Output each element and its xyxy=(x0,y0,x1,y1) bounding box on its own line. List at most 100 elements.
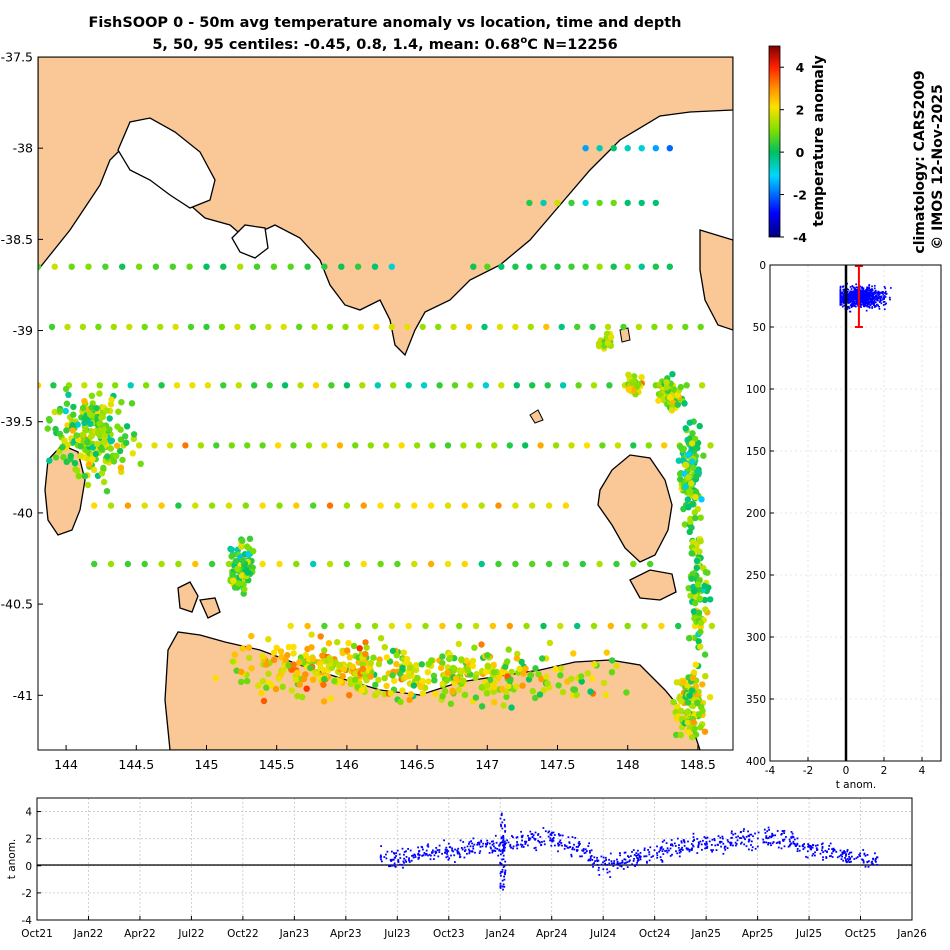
depth-point xyxy=(855,283,857,286)
map-point xyxy=(238,572,245,579)
ts-point xyxy=(670,843,673,846)
ts-point xyxy=(732,844,734,847)
depth-point xyxy=(856,289,859,292)
ts-point xyxy=(549,833,552,835)
map-point xyxy=(688,550,695,557)
depth-point xyxy=(868,293,871,296)
map-point xyxy=(456,622,463,630)
map-point xyxy=(516,665,523,672)
map-point xyxy=(467,382,474,389)
map-point xyxy=(652,145,659,152)
ts-point xyxy=(782,830,784,833)
map-point xyxy=(495,560,502,568)
map-point xyxy=(685,729,692,736)
ts-point xyxy=(479,845,482,848)
ts-point xyxy=(567,836,570,839)
map-point xyxy=(429,442,436,449)
depth-point xyxy=(849,304,852,307)
depth-point xyxy=(849,297,852,300)
ts-point xyxy=(660,846,663,848)
depth-point xyxy=(876,295,878,297)
ts-point xyxy=(541,841,543,843)
map-point xyxy=(375,660,383,668)
ts-point xyxy=(447,850,450,853)
ts-point xyxy=(602,861,604,864)
ts-point xyxy=(619,852,621,854)
map-point xyxy=(512,502,519,509)
depth-point xyxy=(870,288,873,291)
ts-point xyxy=(417,846,419,849)
ts-point xyxy=(547,835,550,838)
ts-point xyxy=(619,862,621,865)
ts-point xyxy=(573,848,576,851)
depth-point xyxy=(868,287,871,290)
title-line2: 5, 50, 95 centiles: -0.45, 0.8, 1.4, mea… xyxy=(152,35,617,53)
ts-point xyxy=(557,833,560,835)
ts-point xyxy=(711,850,713,853)
depth-point xyxy=(843,304,845,307)
depth-point xyxy=(855,286,858,289)
ts-point xyxy=(756,837,759,840)
ts-point xyxy=(688,850,691,853)
depth-point xyxy=(874,292,877,295)
ts-point xyxy=(407,848,409,850)
ts-point xyxy=(385,853,387,856)
map-point xyxy=(544,680,551,687)
ts-point xyxy=(623,858,626,861)
ts-point xyxy=(863,852,866,855)
map-point xyxy=(568,675,575,683)
map-point xyxy=(670,386,677,393)
ts-point xyxy=(480,839,482,842)
map-point xyxy=(346,692,353,699)
map-point xyxy=(234,565,241,573)
ts-point xyxy=(847,860,849,863)
map-point xyxy=(696,548,703,555)
ts-point xyxy=(814,851,816,854)
ts-point xyxy=(571,836,574,838)
ts-point xyxy=(811,854,814,857)
ts-point xyxy=(821,847,824,849)
ts-point xyxy=(722,852,725,855)
ts-point xyxy=(549,837,552,840)
ts-point xyxy=(579,843,581,845)
map-point xyxy=(552,665,559,673)
ts-point xyxy=(844,857,846,859)
map-point xyxy=(697,514,704,521)
ts-point xyxy=(609,852,612,855)
map-point xyxy=(137,460,144,467)
ts-point xyxy=(558,843,561,846)
map-point xyxy=(471,644,478,651)
ts-point xyxy=(396,849,399,852)
map-point xyxy=(568,442,575,449)
ts-x-tick-label: Apr23 xyxy=(330,928,362,940)
ts-point xyxy=(499,887,502,889)
map-point xyxy=(460,442,467,449)
depth-point xyxy=(852,290,855,292)
ts-point xyxy=(712,849,714,851)
depth-point xyxy=(839,285,842,288)
depth-point xyxy=(878,293,881,295)
ts-point xyxy=(502,838,505,840)
map-point xyxy=(383,682,390,690)
map-point xyxy=(296,659,303,666)
map-point xyxy=(461,502,468,509)
ts-point xyxy=(626,866,629,868)
map-point xyxy=(513,382,520,389)
map-point xyxy=(300,675,308,683)
ts-point xyxy=(874,859,877,862)
depth-point xyxy=(840,299,843,301)
ts-point xyxy=(392,858,395,861)
ts-point xyxy=(478,852,481,854)
depth-point xyxy=(862,302,864,305)
ts-point xyxy=(478,843,481,846)
ts-point xyxy=(649,846,652,849)
ts-point xyxy=(400,863,403,866)
ts-point xyxy=(451,847,453,850)
map-point xyxy=(310,560,317,568)
ts-point xyxy=(411,855,413,857)
map-point xyxy=(91,502,98,509)
ts-point xyxy=(646,860,648,863)
map-point xyxy=(381,644,388,651)
depth-point xyxy=(852,294,854,297)
ts-point xyxy=(385,857,388,860)
